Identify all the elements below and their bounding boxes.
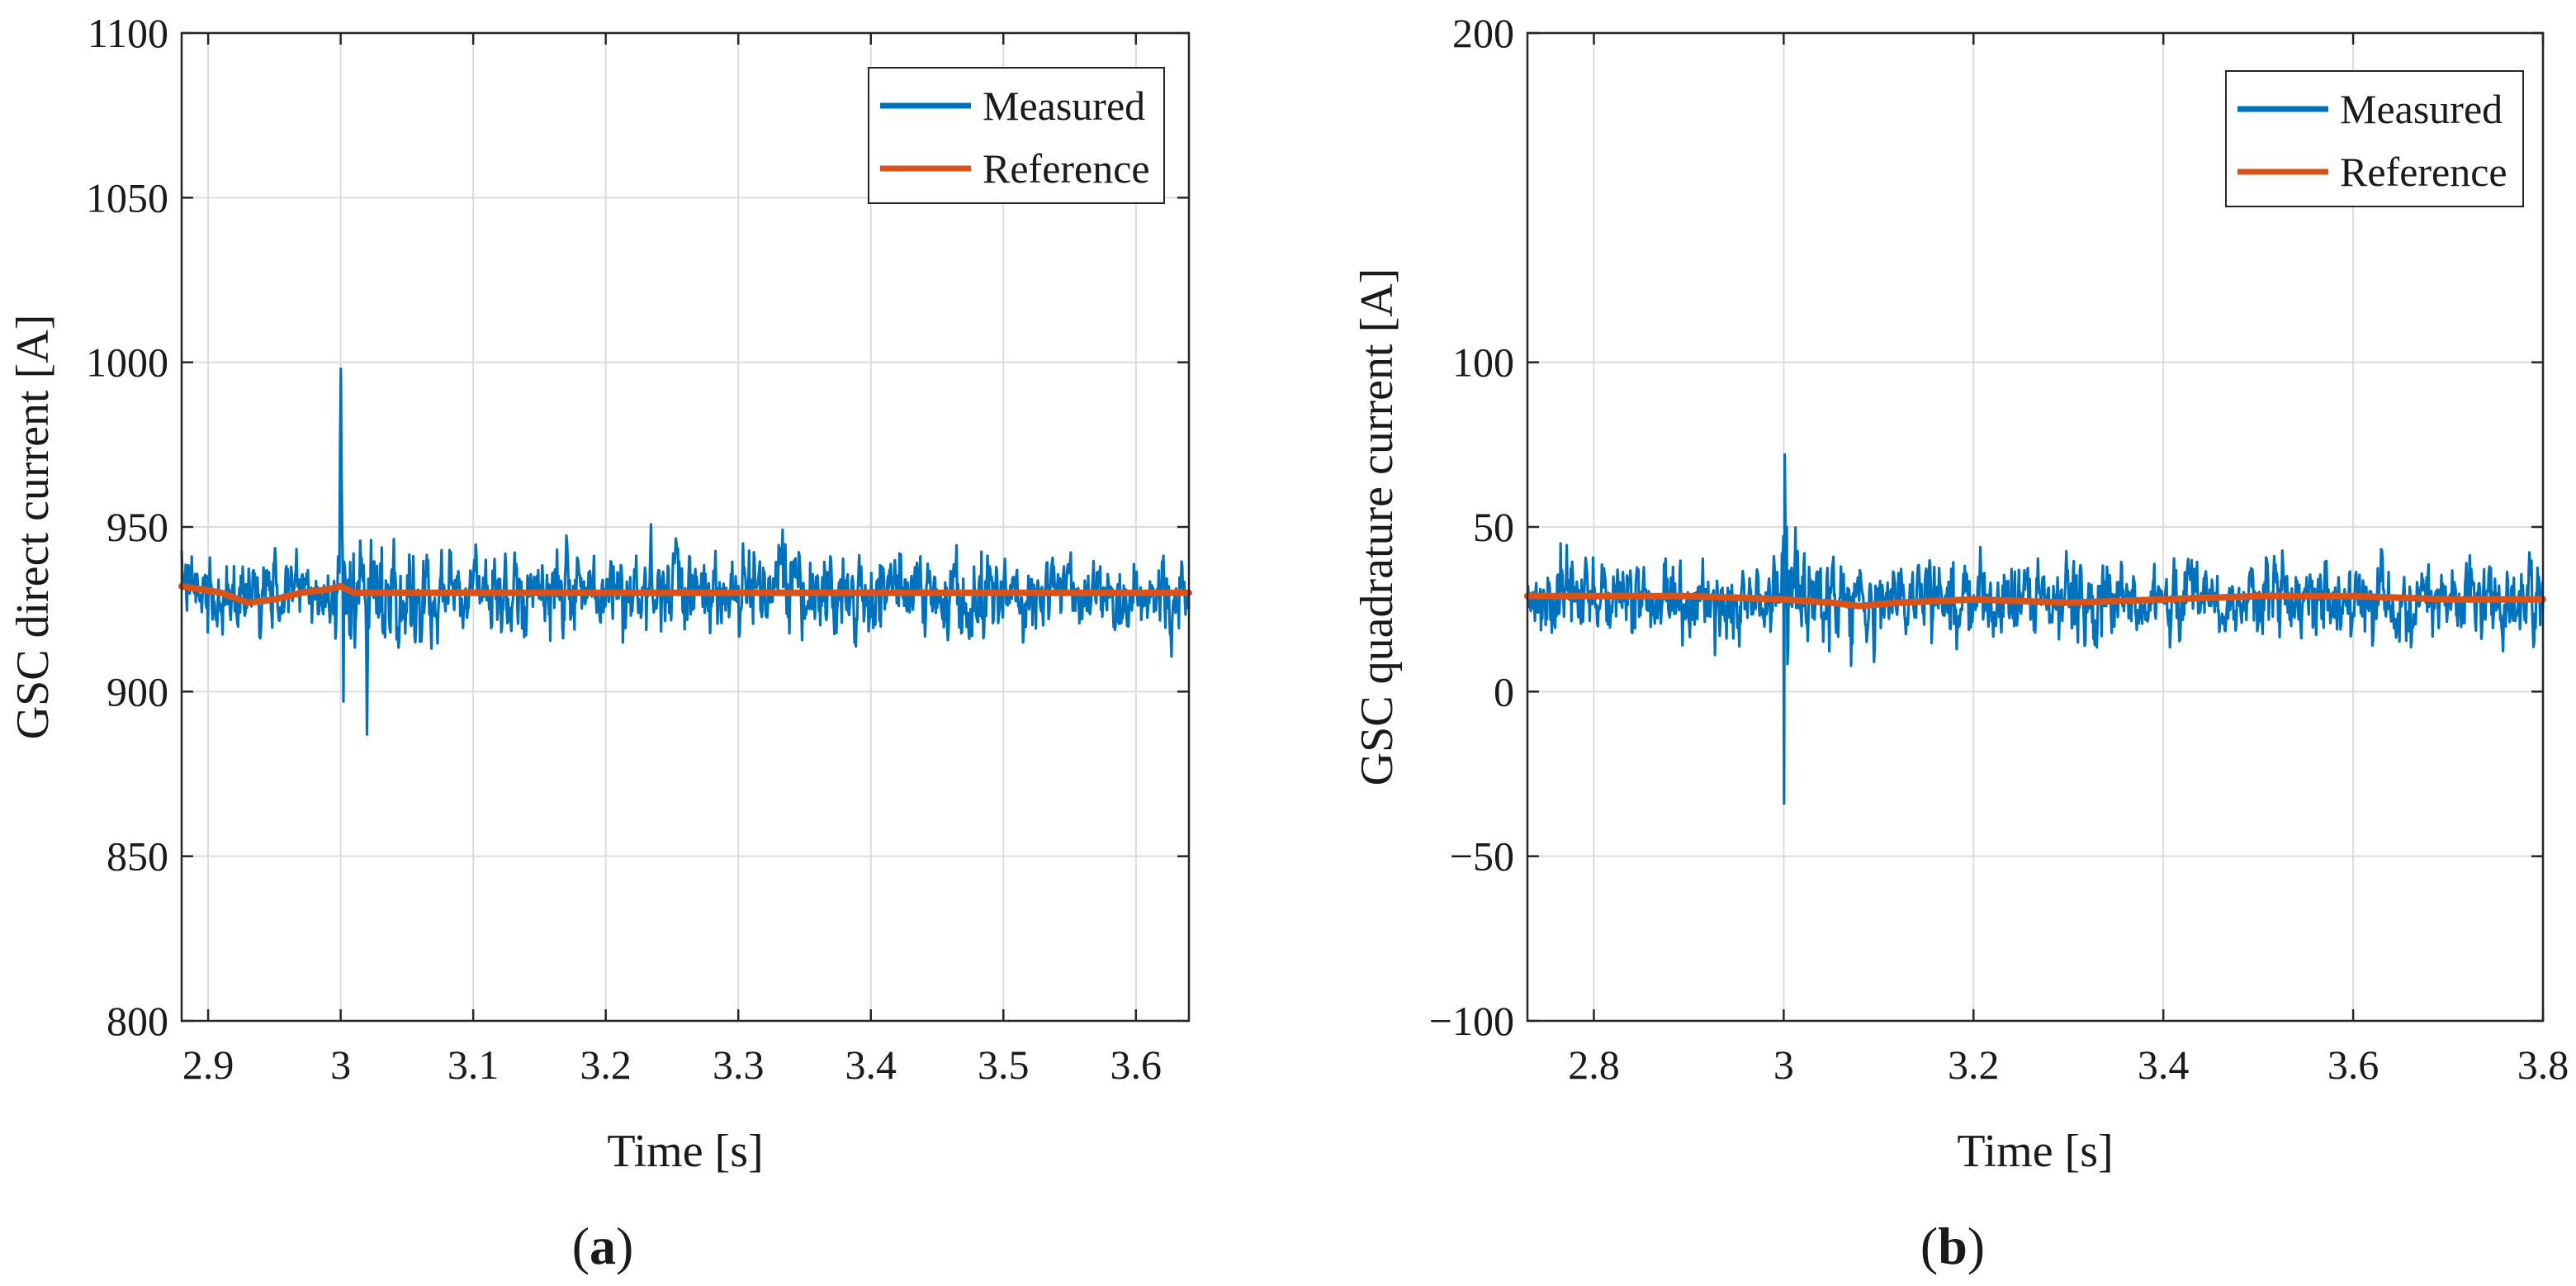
- panel-b-ytick-label: 50: [1473, 504, 1514, 550]
- panel-b-xtick-label: 3.6: [2327, 1042, 2379, 1088]
- panel-a-legend-box: [868, 67, 1165, 204]
- panel-b-ytick-label: 0: [1494, 668, 1514, 714]
- panel-b-ytick-label: −100: [1429, 998, 1514, 1044]
- panel-a-legend-measured-label: Measured: [983, 83, 1145, 129]
- panel-a-legend-reference-label: Reference: [983, 145, 1150, 192]
- panel-b-label: (b): [1920, 1217, 1985, 1275]
- panel-a-xtick-label: 3.1: [447, 1042, 500, 1088]
- panel-a-ytick-label: 1100: [88, 10, 168, 56]
- panel-a: 2.9 3 3.1 3.2 3.3 3.4 3.5 3.6 800 850 900 950 1000 10…: [7, 10, 1192, 1275]
- panel-a-label: (a): [572, 1217, 634, 1275]
- panel-b-ylabel: GSC quadrature current [A]: [1352, 268, 1403, 786]
- panel-b-label-close: ): [1968, 1217, 1985, 1275]
- panel-a-ylabel: GSC direct current [A]: [7, 315, 59, 740]
- panel-b-xtick-label: 3.2: [1948, 1042, 2000, 1088]
- panel-b-legend-reference-label: Reference: [2340, 149, 2507, 195]
- panel-a-ticks: 2.9 3 3.1 3.2 3.3 3.4 3.5 3.6 800 850 900 950 1000 10…: [86, 10, 1189, 1088]
- panel-a-ytick-label: 950: [107, 504, 168, 550]
- panel-a-reference-series: [178, 582, 1192, 606]
- panel-a-label-open: (: [572, 1217, 590, 1275]
- panel-b-xlabel: Time [s]: [1957, 1126, 2113, 1177]
- panel-a-xtick-label: 3.4: [845, 1042, 897, 1088]
- panel-a-ytick-label: 900: [107, 668, 168, 714]
- panel-a-legend: Measured Reference: [868, 67, 1165, 204]
- panel-a-ytick-label: 800: [107, 998, 168, 1044]
- panel-a-label-close: ): [616, 1217, 633, 1275]
- panel-b-legend-box: [2225, 70, 2524, 207]
- panel-a-measured-series: [180, 368, 1191, 736]
- panel-b-ytick-label: 100: [1452, 339, 1514, 386]
- panel-a-ytick-label: 850: [107, 833, 168, 880]
- panel-a-xtick-label: 3.5: [978, 1042, 1030, 1088]
- panel-b-legend-measured-label: Measured: [2340, 86, 2503, 132]
- panel-b-label-open: (: [1920, 1217, 1938, 1275]
- panel-a-xtick-label: 2.9: [182, 1042, 234, 1088]
- panel-b-xtick-label: 3.4: [2138, 1042, 2190, 1088]
- panel-a-ytick-label: 1000: [86, 339, 168, 386]
- panel-a-xtick-label: 3.2: [580, 1042, 632, 1088]
- panel-b-legend: Measured Reference: [2225, 70, 2524, 207]
- panel-b-reference-series: [1524, 592, 2546, 610]
- panel-b-xtick-label: 3.8: [2517, 1042, 2569, 1088]
- panel-b-ticks: 2.8 3 3.2 3.4 3.6 3.8 −100 −50 0 50 100 200: [1429, 10, 2569, 1088]
- panel-a-xtick-label: 3: [330, 1042, 351, 1088]
- panel-b-ytick-label: −50: [1450, 833, 1514, 880]
- panel-b-xtick-label: 3: [1773, 1042, 1794, 1088]
- panel-a-xlabel: Time [s]: [607, 1126, 763, 1177]
- panel-b-label-letter: b: [1938, 1217, 1968, 1275]
- panel-b-plot: [1524, 453, 2546, 805]
- panel-b: 2.8 3 3.2 3.4 3.6 3.8 −100 −50 0 50 100 200 Time [s…: [1352, 10, 2569, 1275]
- panel-b-measured-series: [1527, 453, 2545, 805]
- panel-a-plot: [178, 368, 1192, 736]
- panel-b-xtick-label: 2.8: [1568, 1042, 1620, 1088]
- panel-b-ytick-label: 200: [1452, 10, 1514, 56]
- panel-a-xtick-label: 3.6: [1110, 1042, 1163, 1088]
- panel-a-xtick-label: 3.3: [713, 1042, 765, 1088]
- panel-a-ytick-label: 1050: [86, 174, 168, 221]
- panel-a-label-letter: a: [590, 1217, 616, 1275]
